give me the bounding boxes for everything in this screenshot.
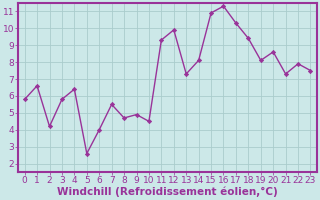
- X-axis label: Windchill (Refroidissement éolien,°C): Windchill (Refroidissement éolien,°C): [57, 187, 278, 197]
